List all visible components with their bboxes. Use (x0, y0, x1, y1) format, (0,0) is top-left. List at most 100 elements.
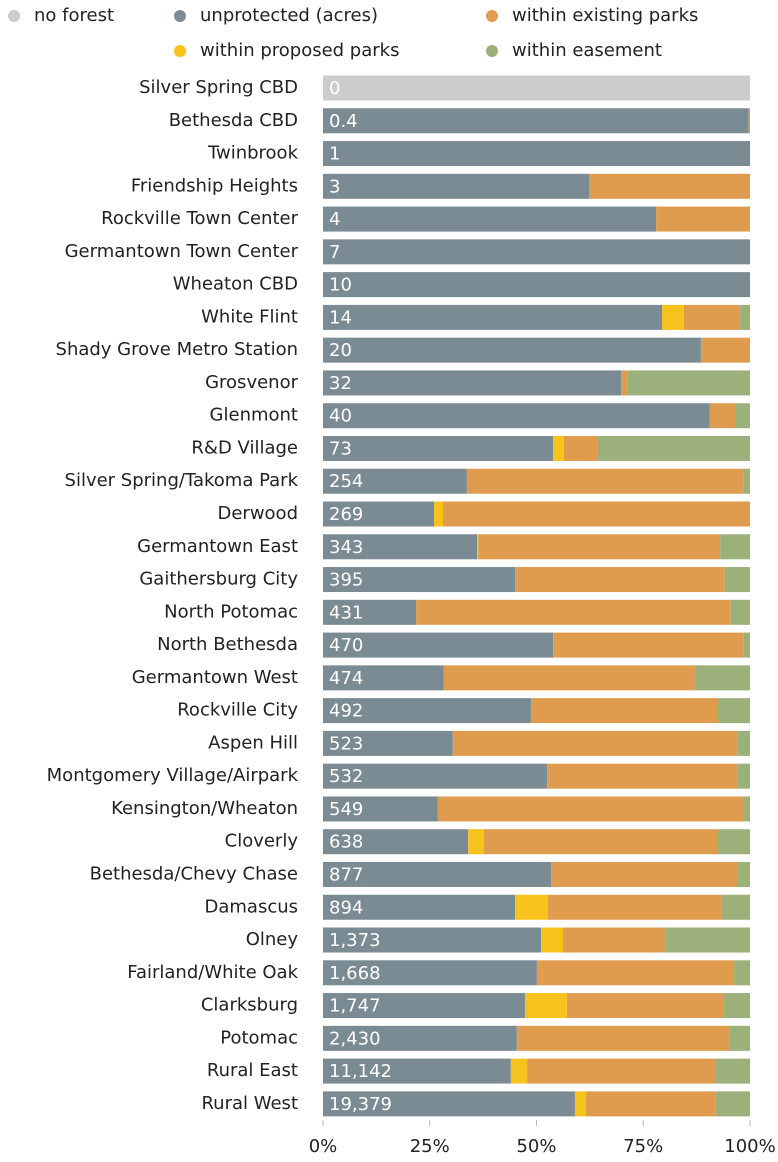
bar-segment (323, 665, 444, 691)
category-label: Aspen Hill (208, 732, 298, 753)
bar-segment (524, 993, 567, 1019)
bar-segment (323, 993, 525, 1019)
legend-marker (8, 10, 20, 22)
bar-label: 431 (329, 602, 363, 623)
bar-segment (734, 960, 750, 986)
category-label: Germantown West (132, 667, 298, 688)
bar-label: 1 (329, 144, 340, 165)
bar-segment (323, 173, 590, 199)
bar-segment (683, 304, 741, 330)
bar-label: 3 (329, 176, 340, 197)
category-label: Shady Grove Metro Station (56, 339, 298, 360)
legend-label: within existing parks (512, 5, 698, 26)
bar-segment (478, 534, 721, 560)
bar-segment (323, 894, 516, 920)
category-label: Montgomery Village/Airpark (47, 765, 299, 786)
bar-label: 73 (329, 438, 352, 459)
bar-segment (323, 534, 478, 560)
bar-segment (715, 1091, 750, 1117)
bar-label: 470 (329, 635, 363, 656)
category-label: Damascus (204, 896, 298, 917)
bar-segment (416, 599, 731, 625)
bar-segment (323, 567, 516, 593)
bar-segment (323, 796, 438, 822)
legend-label: within proposed parks (200, 40, 399, 61)
bar-segment (323, 1058, 511, 1084)
bar-label: 40 (329, 406, 352, 427)
bar-segment (551, 861, 739, 887)
bar-segment (737, 763, 750, 789)
bar-label: 0 (329, 78, 340, 99)
bar-label: 14 (329, 307, 352, 328)
bar-segment (323, 468, 467, 494)
bar-label: 269 (329, 504, 363, 525)
category-label: Rockville Town Center (101, 208, 298, 229)
legend-label: within easement (512, 40, 662, 61)
bar-label: 0.4 (329, 111, 358, 132)
bar-segment (530, 698, 718, 724)
category-label: White Flint (201, 306, 298, 327)
bar-label: 11,142 (329, 1061, 392, 1082)
bar-segment (466, 468, 744, 494)
bar-segment (548, 894, 722, 920)
category-label: Rural East (207, 1060, 298, 1081)
bar-label: 10 (329, 275, 352, 296)
bar-label: 20 (329, 340, 352, 361)
legend-label: no forest (34, 5, 114, 26)
category-label: Glenmont (210, 405, 298, 426)
bar-segment (323, 370, 622, 396)
bar-segment (323, 206, 657, 232)
bar-segment (563, 435, 598, 461)
category-label: Rockville City (177, 700, 298, 721)
bar-label: 2,430 (329, 1028, 381, 1049)
bar-segment (323, 435, 554, 461)
bar-segment (323, 141, 750, 167)
category-label: Kensington/Wheaton (111, 798, 298, 819)
bar-label: 7 (329, 242, 340, 263)
bar-segment (748, 108, 750, 134)
bar-segment (536, 960, 735, 986)
bar-label: 1,668 (329, 963, 381, 984)
bar-label: 19,379 (329, 1094, 392, 1115)
bar-segment (483, 829, 718, 855)
bar-segment (323, 501, 435, 527)
bar-label: 523 (329, 733, 363, 754)
bar-segment (738, 861, 750, 887)
bar-segment (323, 304, 663, 330)
bar-segment (566, 993, 724, 1019)
bar-label: 254 (329, 471, 363, 492)
bar-segment (527, 1058, 715, 1084)
bar-label: 474 (329, 668, 363, 689)
bar-segment (323, 861, 552, 887)
bar-segment (700, 337, 750, 363)
category-label: Derwood (217, 503, 298, 524)
bar-label: 532 (329, 766, 363, 787)
bar-segment (442, 501, 750, 527)
bar-segment (323, 108, 749, 134)
bar-segment (717, 829, 750, 855)
bar-segment (729, 1025, 750, 1051)
bar-label: 395 (329, 570, 363, 591)
bar-segment (740, 304, 750, 330)
bar-segment (516, 1025, 730, 1051)
bar-segment (721, 894, 750, 920)
bar-segment (323, 1091, 575, 1117)
bar-segment (547, 763, 738, 789)
bar-segment (743, 468, 750, 494)
bar-segment (723, 993, 750, 1019)
bar-segment (541, 927, 563, 953)
bar-segment (717, 698, 750, 724)
bar-segment (323, 337, 701, 363)
bar-segment (323, 829, 469, 855)
bar-segment (468, 829, 484, 855)
bar-segment (437, 796, 745, 822)
category-label: Grosvenor (205, 372, 298, 393)
category-label: Potomac (220, 1027, 298, 1048)
category-label: Twinbrook (207, 143, 299, 164)
legend-label: unprotected (acres) (200, 5, 378, 26)
bar-segment (323, 927, 542, 953)
category-label: North Potomac (164, 601, 298, 622)
bar-segment (720, 534, 750, 560)
category-label: Bethesda CBD (169, 110, 298, 131)
